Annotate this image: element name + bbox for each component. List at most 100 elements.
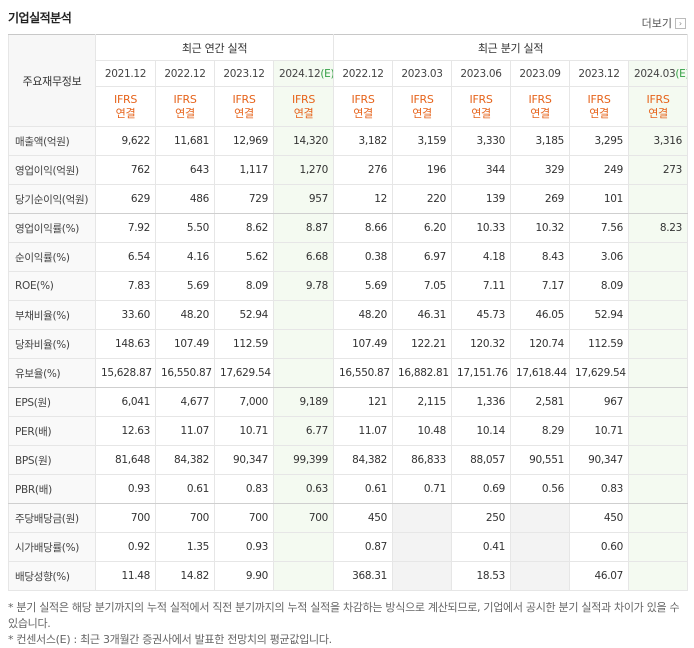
value-cell: 7.11: [451, 271, 512, 301]
period: 2023.06: [460, 67, 502, 80]
value-cell: 11.07: [333, 416, 394, 446]
value-cell: 276: [333, 155, 394, 185]
value-cell: 14.82: [155, 561, 215, 591]
standard: IFRS: [587, 92, 611, 106]
standard: IFRS: [292, 92, 315, 106]
row-label: 당좌비율(%): [8, 329, 96, 359]
period-header: 2024.12(E): [272, 60, 335, 87]
value-cell: 7.17: [510, 271, 571, 301]
value-cell: 700: [95, 503, 156, 533]
value-cell: 48.20: [333, 300, 394, 330]
value-cell: 0.83: [569, 474, 630, 504]
value-cell: 90,551: [510, 445, 571, 475]
value-cell: 6.20: [392, 213, 453, 243]
empty-cell: [272, 329, 335, 359]
basis: 연결: [175, 106, 195, 120]
value-cell: 1.35: [155, 532, 215, 562]
data-row: 부채비율(%) 33.60 48.20 52.94 48.20 46.31 45.73 46.…: [8, 300, 689, 330]
period: 2024.03: [634, 67, 676, 80]
value-cell: 10.14: [451, 416, 512, 446]
row-label: 부채비율(%): [8, 300, 96, 330]
value-cell: 122.21: [392, 329, 453, 359]
value-cell: 11.07: [155, 416, 215, 446]
value-cell: 700: [272, 503, 335, 533]
group-header: 최근 분기 실적: [333, 34, 689, 61]
value-cell: 107.49: [333, 329, 394, 359]
more-link[interactable]: 더보기 ›: [642, 15, 686, 31]
empty-cell: [628, 474, 689, 504]
standard-header: IFRS 연결: [333, 86, 394, 127]
value-cell: 8.87: [272, 213, 335, 243]
standard: IFRS: [114, 92, 137, 106]
data-row: 유보율(%) 15,628.87 16,550.87 17,629.54 16,550.…: [8, 358, 689, 388]
value-cell: 2,115: [392, 387, 453, 417]
value-cell: 148.63: [95, 329, 156, 359]
value-cell: 15,628.87: [95, 358, 156, 388]
more-icon[interactable]: ›: [675, 17, 686, 29]
value-cell: 8.66: [333, 213, 394, 243]
empty-cell: [628, 358, 689, 388]
period: 2023.03: [401, 67, 443, 80]
basis: 연결: [234, 106, 254, 120]
value-cell: 107.49: [155, 329, 215, 359]
period-header: 2023.12: [569, 60, 630, 87]
empty-cell: [392, 532, 453, 562]
period-header: 2024.03(E): [628, 60, 689, 87]
empty-cell: [510, 532, 571, 562]
data-row: 영업이익(억원) 762 643 1,117 1,270 276 196 344 329 249 2…: [8, 155, 689, 185]
value-cell: 5.69: [333, 271, 394, 301]
value-cell: 629: [95, 184, 156, 214]
value-cell: 12,969: [214, 126, 274, 156]
value-cell: 6.54: [95, 242, 156, 272]
row-label: PER(배): [8, 416, 96, 446]
data-row: 당기순이익(억원) 629 486 729 957 12 220 139 269 101: [8, 184, 689, 214]
data-row: 순이익률(%) 6.54 4.16 5.62 6.68 0.38 6.97 4.18 8.43 3…: [8, 242, 689, 272]
value-cell: 5.62: [214, 242, 274, 272]
value-cell: 1,117: [214, 155, 274, 185]
basis: 연결: [530, 106, 550, 120]
empty-cell: [628, 561, 689, 591]
row-label: 당기순이익(억원): [8, 184, 96, 214]
value-cell: 8.09: [214, 271, 274, 301]
data-row: 배당성향(%) 11.48 14.82 9.90 368.31 18.53 46.07: [8, 561, 689, 591]
value-cell: 12.63: [95, 416, 156, 446]
value-cell: 8.62: [214, 213, 274, 243]
value-cell: 99,399: [272, 445, 335, 475]
value-cell: 6.97: [392, 242, 453, 272]
value-cell: 450: [333, 503, 394, 533]
row-label: 주당배당금(원): [8, 503, 96, 533]
value-cell: 957: [272, 184, 335, 214]
value-cell: 249: [569, 155, 630, 185]
value-cell: 0.56: [510, 474, 571, 504]
standard-header: IFRS 연결: [569, 86, 630, 127]
data-row: PBR(배) 0.93 0.61 0.83 0.63 0.61 0.71 0.69 0.56 0.…: [8, 474, 689, 504]
value-cell: 10.71: [569, 416, 630, 446]
period: 2024.12: [279, 67, 321, 80]
standard-header: IFRS 연결: [628, 86, 689, 127]
value-cell: 700: [214, 503, 274, 533]
empty-cell: [392, 503, 453, 533]
data-row: 주당배당금(원) 700 700 700 700 450 250 450: [8, 503, 689, 533]
value-cell: 7,000: [214, 387, 274, 417]
value-cell: 196: [392, 155, 453, 185]
value-cell: 0.93: [214, 532, 274, 562]
value-cell: 5.50: [155, 213, 215, 243]
row-label: 순이익률(%): [8, 242, 96, 272]
value-cell: 17,151.76: [451, 358, 512, 388]
value-cell: 220: [392, 184, 453, 214]
table-head: 주요재무정보 최근 연간 실적 최근 분기 실적 2021.12 2022.12 2023…: [8, 34, 689, 127]
row-label: BPS(원): [8, 445, 96, 475]
row-label: 배당성향(%): [8, 561, 96, 591]
value-cell: 9.90: [214, 561, 274, 591]
value-cell: 52.94: [214, 300, 274, 330]
value-cell: 0.87: [333, 532, 394, 562]
empty-cell: [272, 561, 335, 591]
more-text[interactable]: 더보기: [641, 17, 672, 30]
value-cell: 6.77: [272, 416, 335, 446]
row-label: 유보율(%): [8, 358, 96, 388]
basis: 연결: [115, 106, 136, 120]
value-cell: 10.48: [392, 416, 453, 446]
value-cell: 7.83: [95, 271, 156, 301]
section-title: 기업실적분석: [8, 11, 72, 25]
